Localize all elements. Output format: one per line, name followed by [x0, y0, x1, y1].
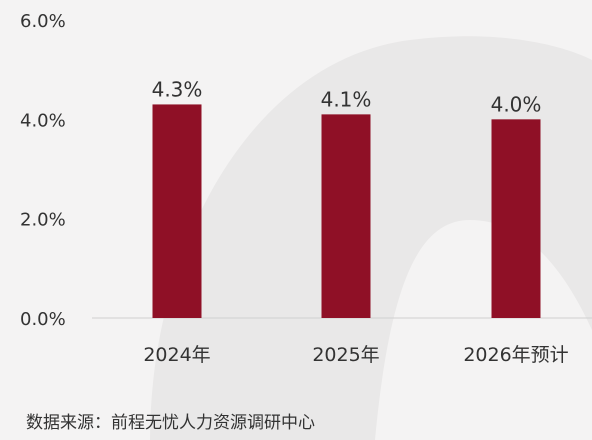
source-note: 数据来源：前程无忧人力资源调研中心 — [26, 413, 315, 433]
y-tick-label: 6.0% — [20, 11, 66, 32]
bar — [152, 104, 202, 318]
bar — [491, 119, 541, 318]
y-tick-label: 0.0% — [20, 309, 66, 330]
x-category-label: 2025年 — [312, 344, 379, 366]
bar-data-label: 4.0% — [491, 92, 542, 116]
y-tick-label: 2.0% — [20, 210, 66, 231]
x-axis-category-labels: 2024年 2025年 2026年预计 — [143, 344, 568, 366]
bar — [321, 114, 371, 318]
y-tick-label: 4.0% — [20, 110, 66, 131]
bars — [152, 104, 541, 318]
background-decor-shape — [150, 36, 592, 440]
data-labels: 4.3% 4.1% 4.0% — [152, 77, 542, 116]
y-axis-ticks: 0.0% 2.0% 4.0% 6.0% — [20, 11, 66, 330]
bar-data-label: 4.1% — [321, 87, 372, 111]
bar-data-label: 4.3% — [152, 77, 203, 101]
x-category-label: 2024年 — [143, 344, 210, 366]
x-category-label: 2026年预计 — [463, 344, 568, 366]
